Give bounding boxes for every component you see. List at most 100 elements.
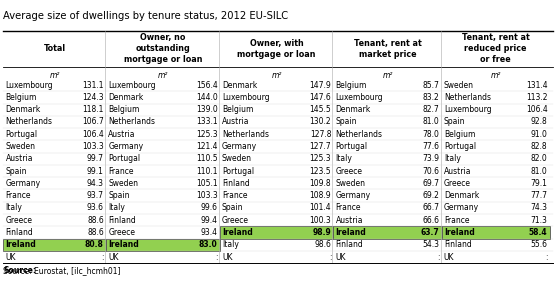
Text: 106.4: 106.4 (526, 105, 548, 114)
Text: 70.6: 70.6 (423, 166, 439, 176)
Text: Finland: Finland (444, 240, 471, 249)
Text: 71.3: 71.3 (530, 216, 548, 225)
Text: Portugal: Portugal (444, 142, 476, 151)
Text: 66.7: 66.7 (423, 203, 439, 212)
Text: 83.2: 83.2 (423, 93, 439, 102)
Text: Austria: Austria (222, 117, 250, 127)
Text: 139.0: 139.0 (196, 105, 217, 114)
Text: 69.2: 69.2 (423, 191, 439, 200)
Text: 113.2: 113.2 (526, 93, 548, 102)
Text: Netherlands: Netherlands (444, 93, 491, 102)
Text: 93.4: 93.4 (201, 228, 217, 237)
Text: Denmark: Denmark (222, 81, 257, 90)
Text: 91.0: 91.0 (530, 130, 548, 139)
Text: Austria: Austria (108, 130, 136, 139)
Text: 110.5: 110.5 (196, 154, 217, 163)
Text: 66.6: 66.6 (423, 216, 439, 225)
Text: Spain: Spain (222, 203, 244, 212)
Text: Sweden: Sweden (6, 142, 36, 151)
Text: Italy: Italy (6, 203, 23, 212)
Text: 127.7: 127.7 (310, 142, 331, 151)
Text: m²: m² (490, 71, 501, 80)
Text: Germany: Germany (222, 142, 257, 151)
FancyBboxPatch shape (441, 226, 550, 238)
Text: 103.3: 103.3 (82, 142, 104, 151)
Text: 78.0: 78.0 (423, 130, 439, 139)
FancyBboxPatch shape (334, 226, 441, 238)
Text: 147.6: 147.6 (310, 93, 331, 102)
Text: UK: UK (444, 253, 454, 261)
Text: 77.7: 77.7 (530, 191, 548, 200)
Text: 69.7: 69.7 (423, 179, 439, 188)
Text: :: : (545, 253, 548, 261)
Text: Portugal: Portugal (6, 130, 38, 139)
Text: 131.4: 131.4 (526, 81, 548, 90)
Text: 94.3: 94.3 (87, 179, 104, 188)
Text: Finland: Finland (6, 228, 33, 237)
Text: Portugal: Portugal (222, 166, 254, 176)
Text: Ireland: Ireland (108, 240, 139, 249)
Text: Netherlands: Netherlands (336, 130, 383, 139)
Text: Sweden: Sweden (108, 179, 138, 188)
Text: Belgium: Belgium (222, 105, 254, 114)
Text: 133.1: 133.1 (196, 117, 217, 127)
Text: m²: m² (49, 71, 60, 80)
Text: Netherlands: Netherlands (6, 117, 53, 127)
Text: 93.6: 93.6 (87, 203, 104, 212)
Text: France: France (6, 191, 31, 200)
FancyBboxPatch shape (106, 238, 220, 251)
Text: 99.1: 99.1 (87, 166, 104, 176)
Text: 79.1: 79.1 (530, 179, 548, 188)
Text: Source: Eurostat, [ilc_hcmh01]: Source: Eurostat, [ilc_hcmh01] (3, 266, 121, 275)
Text: 82.0: 82.0 (531, 154, 548, 163)
Text: Portugal: Portugal (336, 142, 368, 151)
Text: 110.1: 110.1 (196, 166, 217, 176)
Text: Austria: Austria (336, 216, 363, 225)
Text: 99.7: 99.7 (87, 154, 104, 163)
Text: m²: m² (158, 71, 168, 80)
Text: Owner, with
mortgage or loan: Owner, with mortgage or loan (237, 39, 316, 59)
Text: Italy: Italy (222, 240, 239, 249)
Text: 93.7: 93.7 (87, 191, 104, 200)
Text: Ireland: Ireland (444, 228, 475, 237)
Text: 121.4: 121.4 (196, 142, 217, 151)
Text: UK: UK (6, 253, 16, 261)
Text: 130.2: 130.2 (310, 117, 331, 127)
Text: :: : (101, 253, 104, 261)
Text: Finland: Finland (222, 179, 250, 188)
Text: Spain: Spain (6, 166, 27, 176)
Text: Germany: Germany (336, 191, 371, 200)
Text: 109.8: 109.8 (310, 179, 331, 188)
Text: 99.6: 99.6 (201, 203, 217, 212)
Text: 74.3: 74.3 (530, 203, 548, 212)
Text: 106.7: 106.7 (82, 117, 104, 127)
Text: 147.9: 147.9 (310, 81, 331, 90)
Text: Finland: Finland (108, 216, 136, 225)
Text: Total: Total (44, 44, 66, 53)
Text: 92.8: 92.8 (531, 117, 548, 127)
Text: Greece: Greece (444, 179, 471, 188)
Text: Belgium: Belgium (6, 93, 37, 102)
Text: Tenant, rent at
reduced price
or free: Tenant, rent at reduced price or free (462, 33, 529, 64)
Text: 82.8: 82.8 (531, 142, 548, 151)
Text: 55.6: 55.6 (530, 240, 548, 249)
Text: Germany: Germany (6, 179, 41, 188)
Text: 125.3: 125.3 (196, 130, 217, 139)
Text: Luxembourg: Luxembourg (336, 93, 383, 102)
Text: UK: UK (336, 253, 346, 261)
Text: Luxembourg: Luxembourg (108, 81, 156, 90)
Text: 88.6: 88.6 (87, 228, 104, 237)
Text: France: France (444, 216, 469, 225)
Text: France: France (222, 191, 247, 200)
Text: Owner, no
outstanding
mortgage or loan: Owner, no outstanding mortgage or loan (123, 33, 202, 64)
Text: Luxembourg: Luxembourg (444, 105, 492, 114)
Text: 125.3: 125.3 (310, 154, 331, 163)
FancyBboxPatch shape (220, 226, 334, 238)
Text: 88.6: 88.6 (87, 216, 104, 225)
Text: Denmark: Denmark (6, 105, 41, 114)
Text: Denmark: Denmark (108, 93, 143, 102)
Text: UK: UK (222, 253, 232, 261)
Text: 98.6: 98.6 (314, 240, 331, 249)
Text: Italy: Italy (336, 154, 353, 163)
Text: Sweden: Sweden (222, 154, 252, 163)
